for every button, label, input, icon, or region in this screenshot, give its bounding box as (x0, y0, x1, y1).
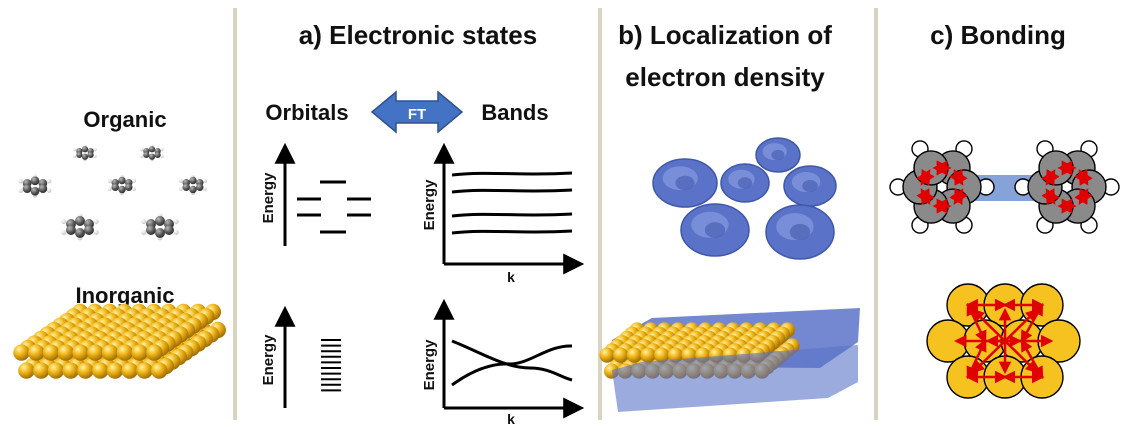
dense-orbital-diagram: Energy (260, 305, 341, 408)
energy-axis-label: Energy (260, 334, 277, 386)
ring-bond-motif (889, 140, 995, 234)
density-cloud (652, 158, 718, 208)
density-cloud (765, 204, 835, 260)
flat-bands (451, 171, 573, 235)
organic-bonding-diagram (889, 140, 1120, 234)
panel-c-title: c) Bonding (930, 20, 1066, 50)
benzene-molecule (73, 144, 97, 162)
benzene-molecule (61, 213, 99, 241)
energy-axis-label: Energy (260, 172, 277, 224)
ft-double-arrow: FT (370, 90, 464, 134)
energy-axis-label: Energy (421, 339, 438, 391)
dispersive-bands (451, 339, 573, 387)
organic-label: Organic (83, 107, 166, 132)
ft-label: FT (408, 106, 426, 123)
localized-density-clouds (652, 137, 837, 260)
benzene-molecule (18, 174, 52, 198)
orbitals-label: Orbitals (265, 100, 348, 125)
k-axis-label: k (507, 269, 515, 285)
benzene-molecule (140, 144, 164, 162)
orbital-levels (297, 180, 371, 234)
benzene-molecule (178, 174, 208, 196)
panel-a-title: a) Electronic states (299, 20, 537, 50)
dispersive-band-diagram: Energy k (421, 298, 585, 427)
panel-b-title-line2: electron density (625, 62, 825, 92)
density-cloud (755, 137, 801, 173)
flat-band-diagram: Energy k (421, 142, 585, 285)
gold-slab-left (13, 303, 226, 379)
delocalized-density-slab (599, 308, 860, 412)
benzene-molecule (141, 213, 179, 241)
density-cloud (680, 203, 750, 257)
energy-axis-label: Energy (421, 179, 438, 231)
density-cloud (783, 165, 837, 207)
benzene-molecule (107, 174, 137, 196)
organic-molecules (18, 144, 208, 241)
bands-label: Bands (481, 100, 548, 125)
panel-b-title-line1: b) Localization of (618, 20, 832, 50)
ring-bond-motif (1014, 140, 1120, 234)
dense-orbital-levels (321, 339, 341, 392)
density-cloud (720, 163, 770, 203)
panel-dividers (233, 8, 878, 420)
metal-bonding-diagram (926, 283, 1081, 399)
k-axis-label: k (507, 411, 515, 427)
orbital-energy-diagram: Energy (260, 142, 371, 246)
